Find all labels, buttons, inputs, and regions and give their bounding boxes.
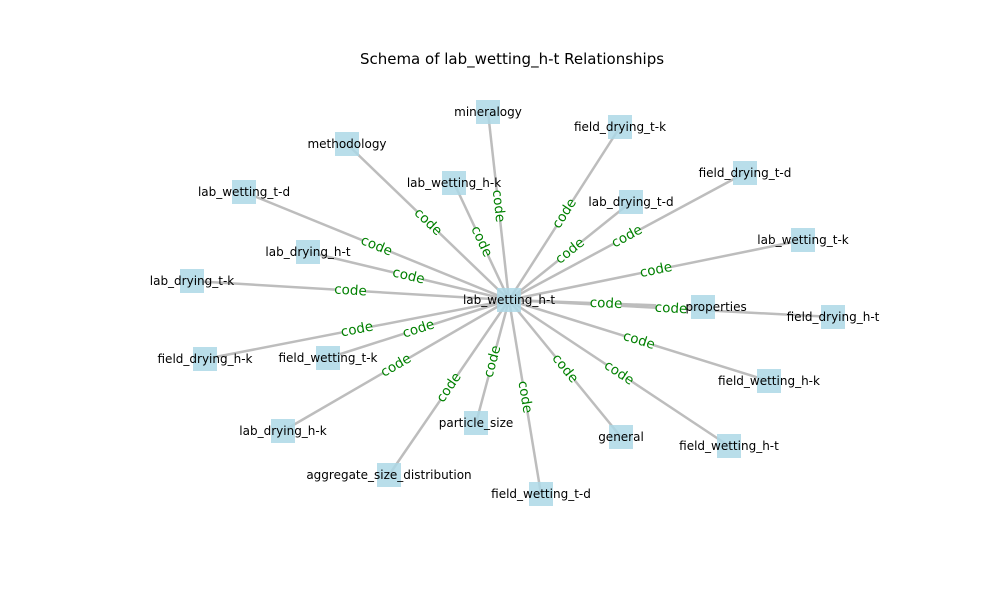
edge-label-bg-field_wetting_t-k	[401, 316, 436, 342]
node-label-field_wetting_h-k: field_wetting_h-k	[718, 374, 820, 388]
node-label-mineralogy: mineralogy	[454, 105, 522, 119]
node-label-field_wetting_t-d: field_wetting_t-d	[491, 487, 591, 501]
edge-label-bg-field_wetting_h-t	[602, 358, 636, 388]
node-field_drying_h-t[interactable]	[821, 305, 845, 329]
node-label-field_drying_t-k: field_drying_t-k	[574, 120, 666, 134]
edge-label-bg-lab_wetting_t-k	[639, 259, 673, 281]
node-label-methodology: methodology	[307, 137, 386, 151]
edge-label-bg-field_wetting_t-d	[514, 380, 536, 414]
node-field_wetting_t-d[interactable]	[529, 482, 553, 506]
edge-label-lab_drying_t-k: code	[334, 282, 367, 300]
edge-label-bg-lab_wetting_t-d	[359, 232, 394, 260]
node-particle_size[interactable]	[464, 411, 488, 435]
edge-label-field_wetting_h-t: code	[601, 357, 637, 388]
node-label-lab_wetting_t-d: lab_wetting_t-d	[198, 185, 290, 199]
node-field_drying_h-k[interactable]	[193, 347, 217, 371]
node-lab_drying_h-k[interactable]	[271, 419, 295, 443]
edge-label-lab_drying_h-k: code	[378, 350, 414, 380]
edge-label-bg-general	[549, 351, 581, 386]
edge-label-field_drying_t-d: code	[609, 222, 645, 252]
node-label-aggregate_size_distribution: aggregate_size_distribution	[306, 468, 471, 482]
node-general[interactable]	[609, 425, 633, 449]
edge-label-bg-field_drying_t-d	[610, 222, 644, 251]
node-label-lab_wetting_h-k: lab_wetting_h-k	[407, 176, 501, 190]
edge-label-bg-field_drying_h-t	[655, 299, 687, 318]
edge-label-lab_wetting_t-d: code	[358, 232, 394, 259]
edge-label-bg-lab_drying_h-k	[379, 351, 413, 380]
node-label-center: lab_wetting_h-t	[463, 293, 555, 307]
diagram-title: Schema of lab_wetting_h-t Relationships	[360, 50, 664, 69]
edge-label-bg-lab_drying_t-k	[335, 281, 366, 300]
edge-label-aggregate_size_distribution: code	[433, 370, 465, 406]
node-lab_wetting_t-k[interactable]	[791, 228, 815, 252]
node-label-lab_wetting_t-k: lab_wetting_t-k	[757, 233, 849, 247]
node-mineralogy[interactable]	[476, 100, 500, 124]
edge-label-field_drying_t-k: code	[549, 195, 580, 231]
node-label-lab_drying_t-d: lab_drying_t-d	[588, 195, 673, 209]
edge-label-bg-lab_drying_t-d	[553, 235, 587, 267]
node-lab_wetting_h-k[interactable]	[442, 171, 466, 195]
node-label-field_drying_t-d: field_drying_t-d	[699, 166, 792, 180]
node-field_wetting_h-t[interactable]	[717, 434, 741, 458]
edge-label-bg-field_drying_h-k	[340, 318, 374, 341]
edge-label-lab_wetting_h-k: code	[467, 223, 495, 259]
node-label-particle_size: particle_size	[439, 416, 514, 430]
edge-label-bg-field_drying_t-k	[549, 196, 580, 231]
node-label-lab_drying_h-t: lab_drying_h-t	[265, 245, 350, 259]
edge-label-bg-aggregate_size_distribution	[433, 370, 465, 405]
node-field_drying_t-k[interactable]	[608, 115, 632, 139]
edge-label-bg-mineralogy	[488, 190, 509, 222]
node-field_wetting_t-k[interactable]	[316, 346, 340, 370]
edge-label-lab_drying_h-t: code	[391, 264, 426, 287]
node-aggregate_size_distribution[interactable]	[377, 463, 401, 487]
edge-label-bg-field_wetting_h-k	[622, 328, 656, 353]
node-label-field_wetting_h-t: field_wetting_h-t	[679, 439, 779, 453]
node-label-field_drying_h-t: field_drying_h-t	[787, 310, 880, 324]
node-lab_wetting_t-d[interactable]	[232, 180, 256, 204]
edge-label-soil_properties: code	[589, 295, 622, 312]
node-label-field_wetting_t-k: field_wetting_t-k	[278, 351, 377, 365]
node-field_drying_t-d[interactable]	[733, 161, 757, 185]
node-lab_drying_t-k[interactable]	[180, 269, 204, 293]
node-label-lab_drying_h-k: lab_drying_h-k	[239, 424, 326, 438]
node-methodology[interactable]	[335, 132, 359, 156]
edge-label-field_wetting_h-k: code	[621, 328, 657, 353]
node-center[interactable]	[497, 288, 521, 312]
edge-label-bg-lab_wetting_h-k	[467, 224, 496, 259]
edge-label-bg-methodology	[411, 205, 445, 239]
edge-label-bg-soil_properties	[590, 294, 622, 313]
edge-label-field_drying_h-t: code	[654, 300, 687, 318]
nodes-layer: mineralogymethodologylab_wetting_h-kfiel…	[150, 100, 880, 506]
node-label-field_drying_h-k: field_drying_h-k	[158, 352, 253, 366]
edge-label-field_wetting_t-d: code	[514, 380, 535, 415]
node-label-general: general	[598, 430, 644, 444]
edge-label-bg-particle_size	[480, 344, 505, 379]
node-field_wetting_h-k[interactable]	[757, 369, 781, 393]
edge-label-bg-lab_drying_h-t	[392, 264, 425, 288]
node-lab_drying_t-d[interactable]	[619, 190, 643, 214]
node-lab_drying_h-t[interactable]	[296, 240, 320, 264]
node-label-lab_drying_t-k: lab_drying_t-k	[150, 274, 235, 288]
edge-label-mineralogy: code	[489, 189, 509, 223]
edge-label-field_drying_h-k: code	[339, 319, 374, 341]
edge-label-lab_wetting_t-k: code	[638, 259, 673, 281]
edge-label-particle_size: code	[481, 344, 505, 380]
node-soil_properties[interactable]	[691, 295, 715, 319]
